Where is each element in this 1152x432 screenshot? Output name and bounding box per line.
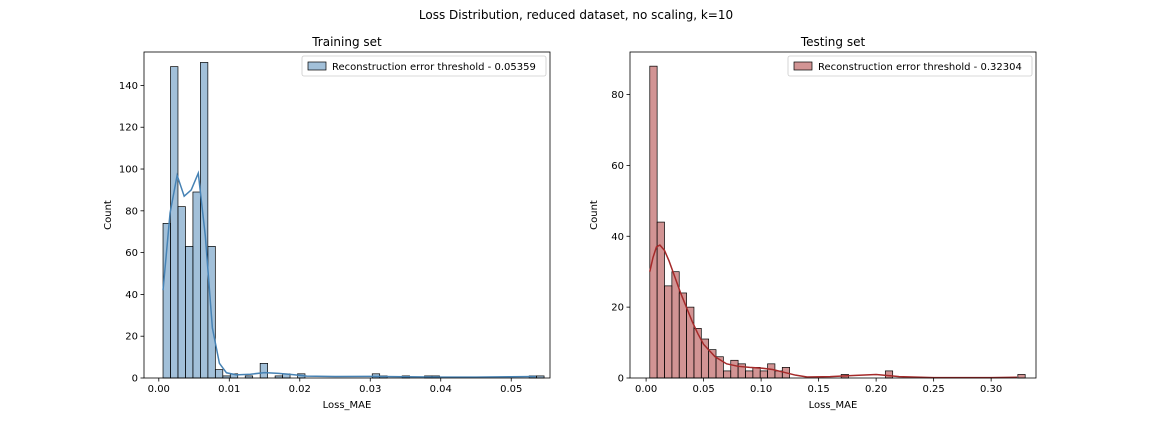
histogram-bar <box>664 285 673 379</box>
x-tick-label: 0.00 <box>148 384 170 395</box>
histogram-bar <box>185 246 194 379</box>
legend-swatch <box>307 61 327 71</box>
histogram-bar <box>730 359 739 379</box>
y-tick-label: 40 <box>125 290 138 301</box>
y-tick-label: 80 <box>611 90 624 101</box>
histogram-bar <box>723 370 732 379</box>
histogram-bar <box>259 363 268 379</box>
y-tick-label: 0 <box>132 374 138 385</box>
y-axis-label: Count <box>589 200 600 230</box>
histogram-bars <box>649 65 1026 379</box>
legend: Reconstruction error threshold - 0.32304 <box>787 55 1033 77</box>
x-tick-label: 0.20 <box>865 384 887 395</box>
histogram-bar <box>759 370 768 379</box>
legend-label: Reconstruction error threshold - 0.32304 <box>818 62 1022 73</box>
y-axis-label: Count <box>103 200 114 230</box>
x-tick-label: 0.05 <box>500 384 522 395</box>
axes-frame <box>629 51 1037 379</box>
axes-training-set: 0.00 0.01 0.02 0.03 0.04 0.05 0 20 40 60 80 100 120 1… <box>103 35 551 411</box>
x-axis-label: Loss_MAE <box>809 400 858 411</box>
axes-testing-set: 0.00 0.05 0.10 0.15 0.20 0.25 0.30 0 20 40 60 80 Tes… <box>589 35 1037 411</box>
histogram-bar <box>214 369 224 379</box>
y-tick-label: 100 <box>119 165 138 176</box>
x-tick-label: 0.04 <box>430 384 452 395</box>
figure-suptitle: Loss Distribution, reduced dataset, no s… <box>419 8 733 22</box>
x-axis-label: Loss_MAE <box>323 400 372 411</box>
kde-line <box>162 170 536 378</box>
y-tick-label: 80 <box>125 206 138 217</box>
histogram-bar <box>767 363 776 379</box>
legend: Reconstruction error threshold - 0.05359 <box>301 55 547 77</box>
y-tick-label: 40 <box>611 232 624 243</box>
legend-swatch <box>793 61 813 71</box>
y-tick-label: 60 <box>611 161 624 172</box>
y-tick-label: 0 <box>618 374 624 385</box>
y-tick-label: 60 <box>125 248 138 259</box>
x-tick-label: 0.03 <box>359 384 381 395</box>
legend-box <box>301 55 547 77</box>
histogram-bar <box>693 328 702 379</box>
y-tick-label: 140 <box>119 81 138 92</box>
y-tick-label: 20 <box>125 332 138 343</box>
histogram-bar <box>745 370 754 379</box>
histogram-bar <box>884 370 894 379</box>
histogram-bar <box>170 66 179 379</box>
histogram-bar <box>192 191 201 379</box>
kde-line <box>649 244 1018 379</box>
x-tick-label: 0.25 <box>923 384 945 395</box>
x-tick-label: 0.01 <box>218 384 240 395</box>
x-tick-label: 0.10 <box>750 384 772 395</box>
axes-title: Testing set <box>800 35 866 49</box>
x-tick-label: 0.15 <box>807 384 829 395</box>
axes-title: Training set <box>311 35 382 49</box>
histogram-bar <box>1017 374 1026 379</box>
x-tick-label: 0.02 <box>289 384 311 395</box>
x-tick-label: 0.00 <box>635 384 657 395</box>
y-tick-label: 20 <box>611 303 624 314</box>
histogram-bars <box>162 62 545 379</box>
legend-box <box>787 55 1033 77</box>
x-tick-label: 0.05 <box>692 384 714 395</box>
histogram-bar <box>177 206 186 379</box>
y-tick-label: 120 <box>119 123 138 134</box>
histogram-bar <box>649 65 658 379</box>
axes-frame <box>143 51 551 379</box>
x-tick-label: 0.30 <box>980 384 1002 395</box>
legend-label: Reconstruction error threshold - 0.05359 <box>332 62 536 73</box>
histogram-bar <box>752 367 761 379</box>
